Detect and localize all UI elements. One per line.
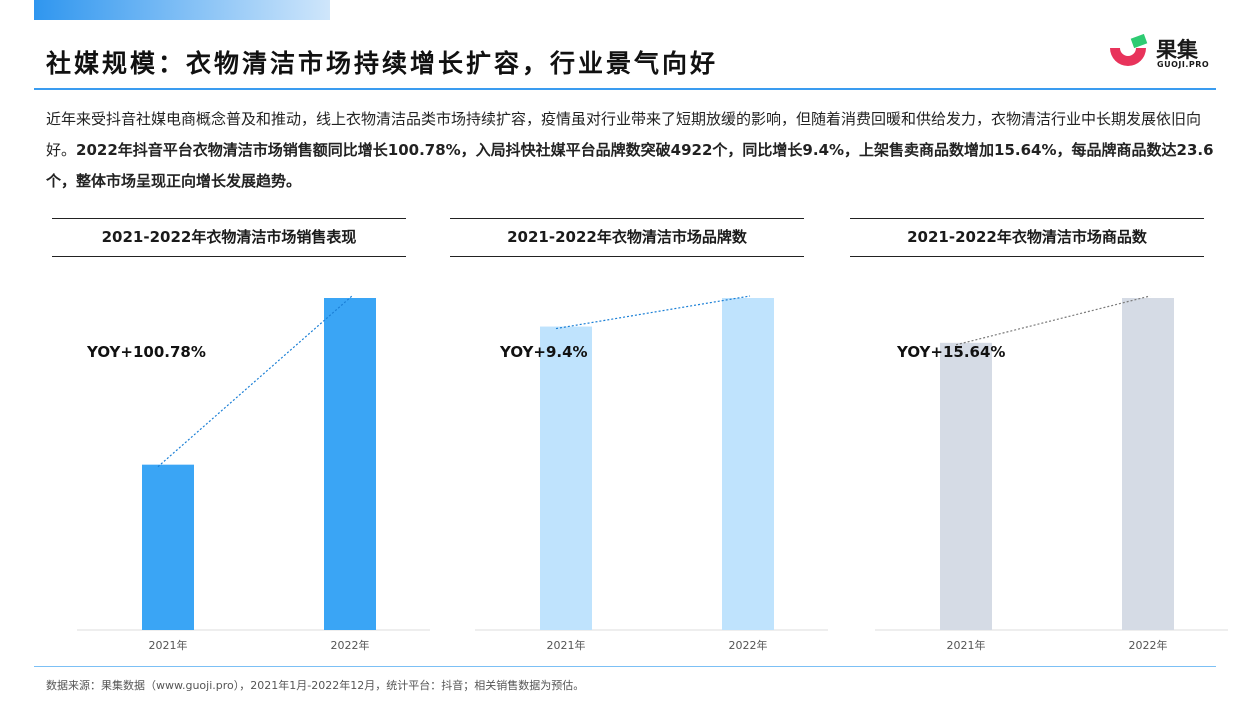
x-tick-label: 2021年 [149, 638, 188, 652]
x-tick-label: 2022年 [331, 638, 370, 652]
bar-2021年 [940, 342, 992, 630]
logo-text: 果集 [1156, 38, 1198, 62]
logo: 果集 GUOJI.PRO [1106, 34, 1218, 74]
bar-2022年 [324, 298, 376, 630]
chart-plot: 2021年 2022年 [875, 295, 1228, 652]
bar-2021年 [142, 464, 194, 630]
brand-count-chart: 2021年 2022年 2021-2022年衣物清洁市场品牌数 YOY+9.4% [450, 218, 830, 658]
guoji-logo-icon [1110, 34, 1148, 66]
footer-divider [34, 666, 1216, 667]
x-tick-label: 2021年 [547, 638, 586, 652]
summary-paragraph: 近年来受抖音社媒电商概念普及和推动，线上衣物清洁品类市场持续扩容，疫情虽对行业带… [46, 104, 1216, 197]
top-accent-bar [34, 0, 330, 20]
x-tick-label: 2021年 [947, 638, 986, 652]
chart-title: 2021-2022年衣物清洁市场销售表现 [52, 218, 406, 257]
bar-2022年 [722, 298, 774, 630]
title-divider [34, 88, 1216, 90]
logo-subtext: GUOJI.PRO [1157, 60, 1210, 69]
yoy-annotation: YOY+100.78% [87, 343, 206, 361]
chart-title: 2021-2022年衣物清洁市场品牌数 [450, 218, 804, 257]
chart-plot: 2021年 2022年 [77, 295, 430, 652]
data-source-note: 数据来源：果集数据（www.guoji.pro），2021年1月-2022年12… [46, 679, 585, 692]
x-tick-label: 2022年 [729, 638, 768, 652]
bar-2022年 [1122, 298, 1174, 630]
chart-title: 2021-2022年衣物清洁市场商品数 [850, 218, 1204, 257]
trend-line [955, 295, 1151, 346]
page-title: 社媒规模：衣物清洁市场持续增长扩容，行业景气向好 [46, 49, 719, 78]
trend-line [555, 295, 751, 330]
bar-2021年 [540, 326, 592, 630]
summary-highlight: 2022年抖音平台衣物清洁市场销售额同比增长100.78%，入局抖快社媒平台品牌… [46, 141, 1214, 190]
trend-line [157, 295, 353, 468]
chart-plot: 2021年 2022年 [475, 295, 828, 652]
yoy-annotation: YOY+15.64% [897, 343, 1006, 361]
product-count-chart: 2021年 2022年 2021-2022年衣物清洁市场商品数 YOY+15.64… [850, 218, 1230, 658]
sales-chart: 2021年 2022年 2021-2022年衣物清洁市场销售表现 YOY+100.… [52, 218, 432, 658]
x-tick-label: 2022年 [1129, 638, 1168, 652]
summary-intro: 近年来受抖音社媒电商概念普及和推动，线上衣物清洁品类市场持续扩容，疫情虽对行业带… [46, 110, 1202, 159]
yoy-annotation: YOY+9.4% [500, 343, 588, 361]
